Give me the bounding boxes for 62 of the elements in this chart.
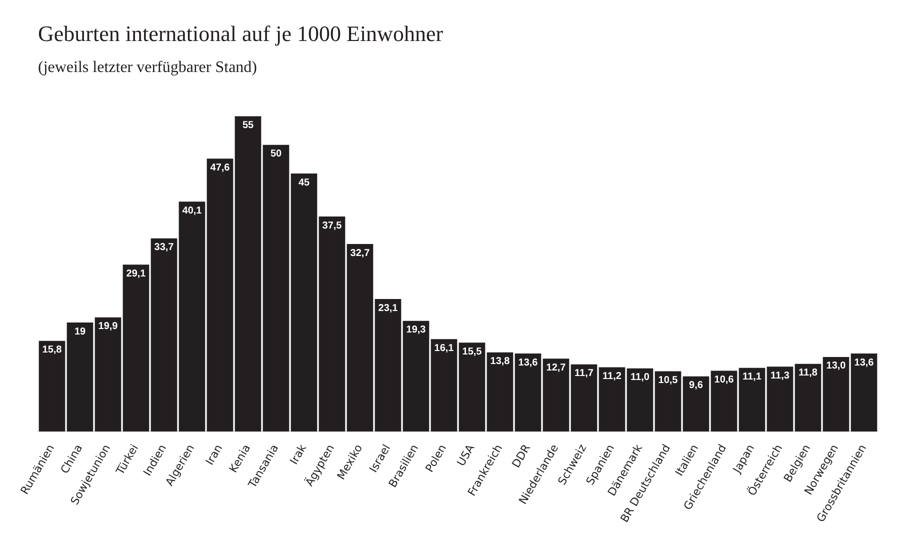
- data-label: 29,1: [126, 268, 146, 280]
- data-label: 13,8: [490, 356, 510, 368]
- data-label: 15,8: [42, 344, 62, 356]
- bar: [766, 366, 794, 432]
- data-label: 11,1: [742, 372, 762, 383]
- bar: [850, 354, 878, 432]
- bar: [374, 299, 402, 432]
- data-label: 45: [298, 177, 310, 188]
- chart-subtitle: (jeweils letzter verfügbarer Stand): [38, 59, 258, 76]
- chart-title: Geburten international auf je 1000 Einwohner: [38, 20, 444, 46]
- data-label: 11,3: [770, 370, 790, 382]
- data-label: 11,7: [574, 368, 594, 380]
- bar: [122, 264, 150, 432]
- data-label: 11,0: [630, 372, 650, 384]
- data-label: 32,7: [350, 248, 370, 259]
- data-label: 13,6: [518, 357, 538, 368]
- bar: [290, 174, 318, 432]
- bar: [738, 368, 766, 432]
- data-label: 12,7: [546, 362, 566, 374]
- data-label: 19: [74, 326, 86, 338]
- bar: [682, 376, 710, 432]
- bar: [598, 367, 626, 432]
- bar: [430, 339, 458, 432]
- bar: [38, 340, 66, 432]
- data-label: 15,5: [462, 346, 482, 358]
- bar: [654, 371, 682, 432]
- bar: [710, 370, 738, 432]
- data-label: 13,0: [826, 360, 846, 372]
- data-label: 10,5: [658, 375, 678, 386]
- bar: [234, 116, 262, 432]
- data-label: 37,5: [322, 220, 342, 232]
- bar: [626, 368, 654, 432]
- bar: [822, 356, 850, 432]
- data-label: 50: [270, 148, 282, 160]
- data-label: 11,8: [798, 368, 818, 379]
- data-label: 47,6: [210, 162, 230, 174]
- bar: [178, 202, 206, 432]
- bar: [486, 352, 514, 432]
- data-label: 33,7: [154, 242, 174, 254]
- bar: [402, 320, 430, 432]
- bar: [794, 364, 822, 432]
- bar: [318, 216, 346, 432]
- data-label: 9,6: [689, 380, 704, 392]
- bar: [150, 238, 178, 432]
- data-label: 10,6: [714, 374, 734, 386]
- bar: [514, 354, 542, 432]
- data-label: 19,9: [98, 321, 118, 332]
- bar: [206, 158, 234, 432]
- data-label: 13,6: [854, 357, 874, 368]
- bar: [458, 342, 486, 432]
- data-label: 40,1: [182, 205, 202, 216]
- bar: [570, 364, 598, 432]
- bar: [66, 322, 94, 432]
- data-label: 11,2: [602, 371, 622, 382]
- data-label: 23,1: [378, 302, 398, 314]
- bar: [262, 144, 290, 432]
- data-label: 55: [242, 120, 254, 132]
- bar: [542, 358, 570, 432]
- bar: [346, 244, 374, 432]
- data-label: 19,3: [406, 324, 426, 336]
- bar: [94, 317, 122, 432]
- data-label: 16,1: [434, 342, 454, 354]
